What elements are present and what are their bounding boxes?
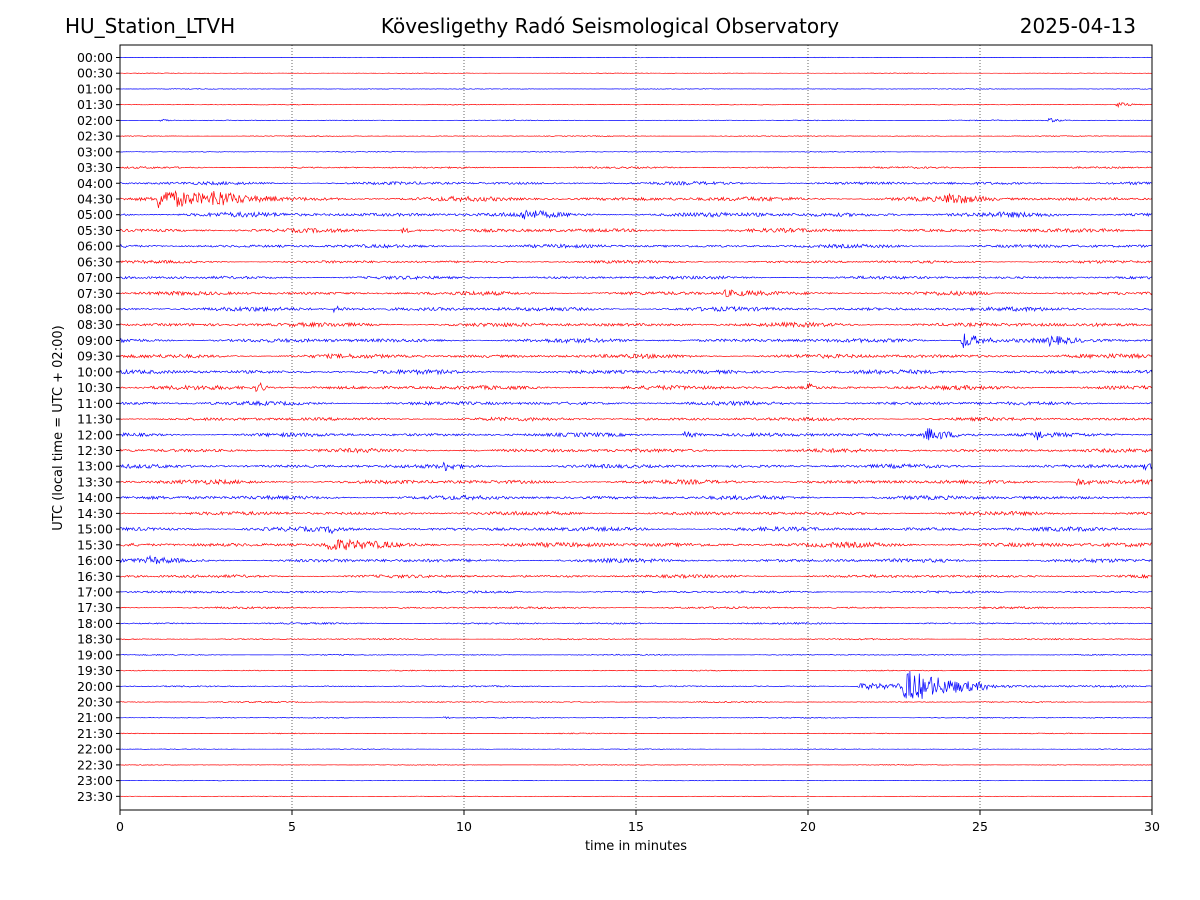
x-tick-label: 0 (116, 819, 124, 834)
y-tick-label: 00:00 (77, 50, 113, 65)
y-tick-label: 09:30 (77, 349, 113, 364)
y-tick-label: 01:30 (77, 97, 113, 112)
trace-1200 (119, 428, 1153, 441)
y-tick-label: 07:00 (77, 270, 113, 285)
trace-0130 (119, 102, 1152, 109)
y-tick-label: 21:00 (77, 710, 113, 725)
trace-0830 (119, 321, 1153, 329)
y-tick-label: 05:00 (77, 207, 113, 222)
x-tick-label: 15 (628, 819, 644, 834)
trace-2000 (119, 671, 1153, 699)
x-axis-label: time in minutes (585, 839, 687, 854)
trace-0500 (119, 209, 1153, 220)
trace-0330 (119, 165, 1152, 169)
y-tick-label: 08:30 (77, 317, 113, 332)
y-tick-label: 23:30 (77, 789, 113, 804)
grid-layer (291, 45, 981, 810)
y-tick-label: 06:00 (77, 239, 113, 254)
y-tick-label: 19:30 (77, 663, 113, 678)
y-tick-label: 03:00 (77, 144, 113, 159)
trace-1500 (119, 525, 1153, 535)
trace-2130 (119, 732, 1152, 735)
y-tick-label: 01:00 (77, 81, 113, 96)
trace-0100 (119, 88, 1152, 90)
y-tick-label: 15:00 (77, 522, 113, 537)
y-tick-label: 13:00 (77, 459, 113, 474)
trace-2330 (120, 795, 1153, 797)
y-tick-label: 08:00 (77, 302, 113, 317)
trace-1300 (119, 461, 1153, 472)
y-tick-label: 03:30 (77, 160, 113, 175)
trace-0430 (119, 189, 1153, 209)
y-tick-label: 10:30 (77, 380, 113, 395)
y-tick-label: 19:00 (77, 647, 113, 662)
y-tick-label: 20:00 (77, 679, 113, 694)
y-tick-label: 02:00 (77, 113, 113, 128)
trace-1000 (119, 368, 1153, 376)
x-tick-label: 30 (1144, 819, 1160, 834)
y-tick-label: 11:00 (77, 396, 113, 411)
trace-0030 (119, 72, 1153, 74)
y-tick-label: 15:30 (77, 537, 113, 552)
y-tick-label: 09:00 (77, 333, 113, 348)
y-tick-label: 13:30 (77, 474, 113, 489)
y-tick-label: 07:30 (77, 286, 113, 301)
trace-2230 (120, 764, 1153, 766)
x-tick-label: 20 (800, 819, 816, 834)
trace-0730 (119, 288, 1153, 298)
x-tick-label: 25 (972, 819, 988, 834)
trace-1130 (119, 416, 1153, 422)
y-tick-label: 10:00 (77, 364, 113, 379)
trace-1530 (119, 538, 1153, 551)
y-tick-label: 04:30 (77, 191, 113, 206)
y-tick-label: 18:00 (77, 616, 113, 631)
y-tick-label: 23:00 (77, 773, 113, 788)
y-tick-label: 04:00 (77, 176, 113, 191)
y-tick-label: 02:30 (77, 129, 113, 144)
trace-0300 (119, 150, 1153, 153)
y-tick-label: 22:00 (77, 742, 113, 757)
trace-1100 (119, 400, 1153, 407)
y-tick-label: 18:30 (77, 632, 113, 647)
y-tick-label: 17:00 (77, 584, 113, 599)
y-tick-label: 12:30 (77, 443, 113, 458)
x-tick-label: 5 (288, 819, 296, 834)
y-tick-label: 06:30 (77, 254, 113, 269)
trace-1800 (120, 621, 1152, 625)
x-tick-label: 10 (456, 819, 472, 834)
trace-1730 (119, 605, 1153, 610)
y-tick-label: 14:00 (77, 490, 113, 505)
trace-1600 (119, 554, 1153, 565)
y-tick-label: 11:30 (77, 412, 113, 427)
y-tick-label: 05:30 (77, 223, 113, 238)
y-tick-label: 16:30 (77, 569, 113, 584)
trace-1930 (119, 669, 1153, 672)
chart-title: Kövesligethy Radó Seismological Observat… (380, 14, 840, 38)
y-tick-label: 00:30 (77, 66, 113, 81)
trace-0600 (119, 243, 1153, 250)
y-tick-label: 20:30 (77, 695, 113, 710)
y-tick-label: 22:30 (77, 757, 113, 772)
x-axis: 0 5 10 15 20 25 30 (116, 810, 1160, 834)
y-tick-label: 17:30 (77, 600, 113, 615)
y-axis-label: UTC (local time = UTC + 02:00) (51, 325, 66, 530)
y-tick-label: 16:00 (77, 553, 113, 568)
y-axis: 00:0000:3001:0001:3002:0002:3003:0003:30… (77, 50, 120, 804)
trace-2200 (119, 748, 1153, 750)
station-name: HU_Station_LTVH (65, 14, 236, 38)
chart-date: 2025-04-13 (1019, 14, 1136, 38)
trace-1400 (119, 494, 1153, 501)
y-tick-label: 21:30 (77, 726, 113, 741)
y-tick-label: 14:30 (77, 506, 113, 521)
y-tick-label: 12:00 (77, 427, 113, 442)
